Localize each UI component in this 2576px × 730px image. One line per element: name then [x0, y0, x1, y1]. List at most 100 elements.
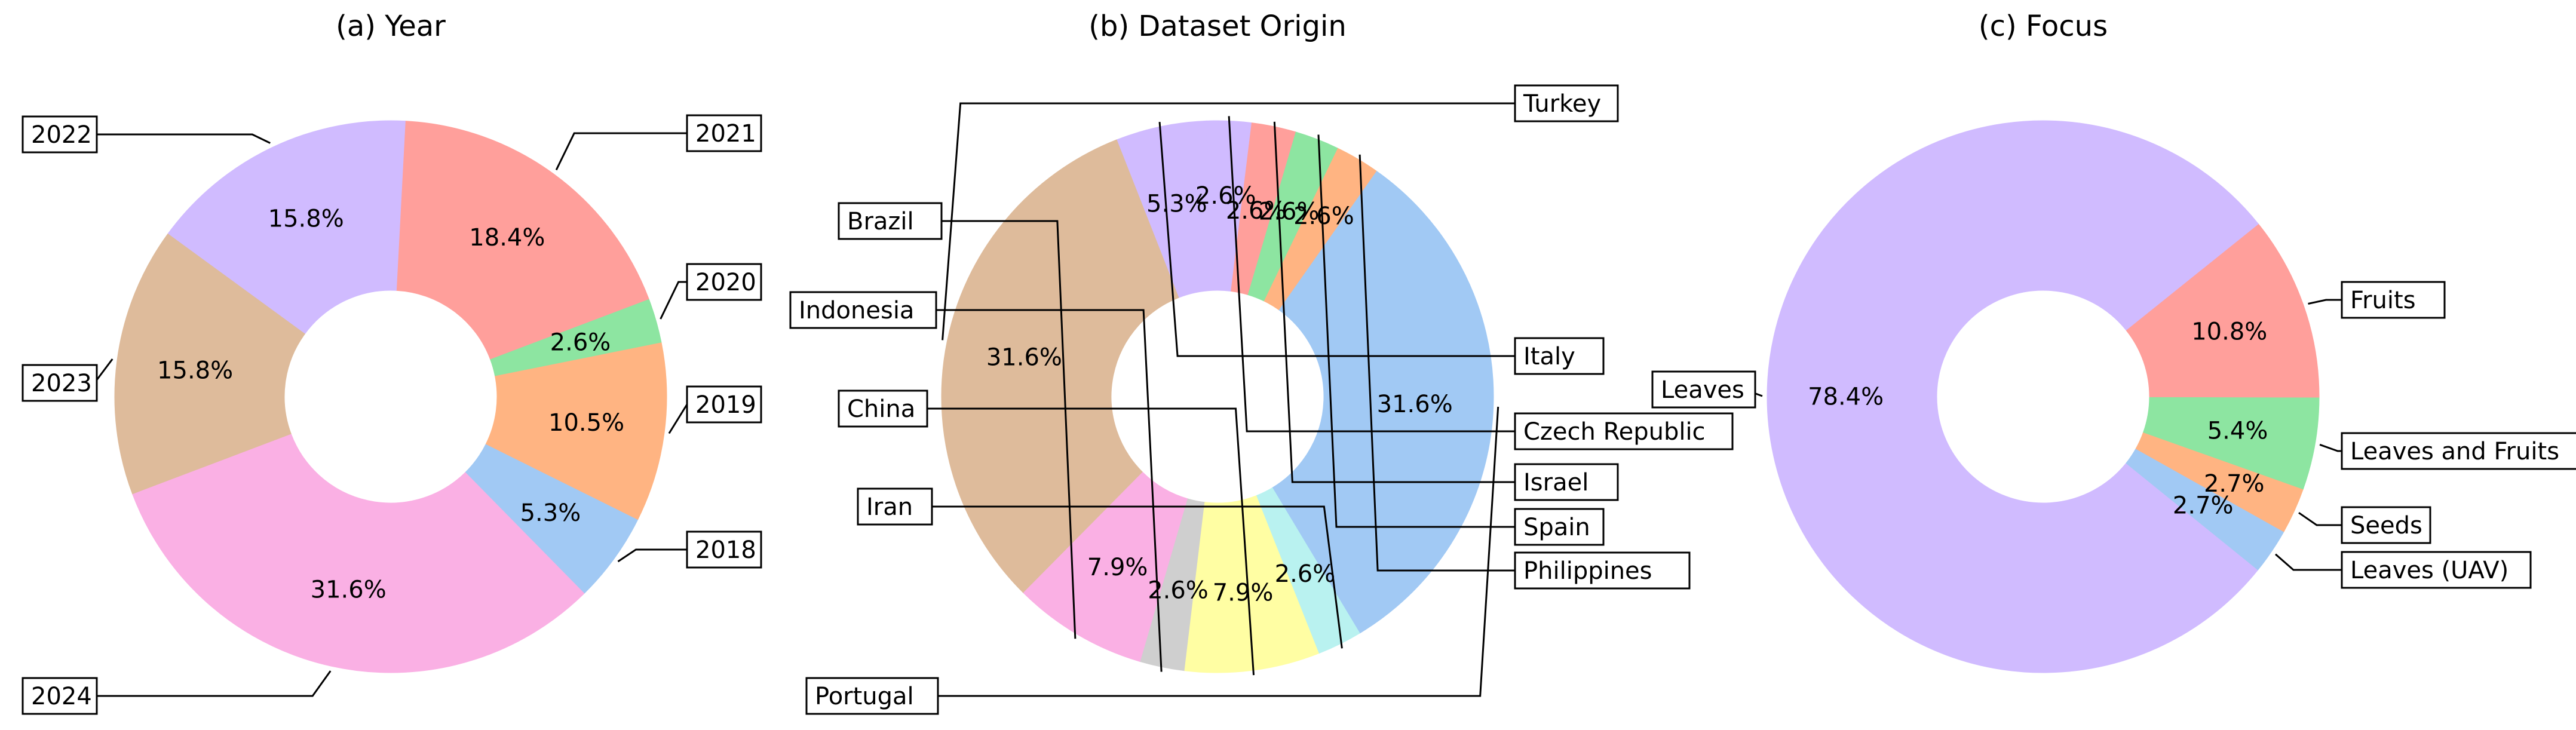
slice-percentage-label: 2.6%: [1275, 560, 1336, 588]
slice-percentage-label: 18.4%: [469, 224, 545, 251]
slice-label-box: [686, 114, 762, 152]
pie-labels: 31.6% Portugal 2.6% Philippines 2.6% Spain 2.6…: [789, 84, 1734, 715]
slice-category-label: Portugal: [815, 683, 914, 710]
slice-category-label: 2018: [695, 536, 756, 564]
slice-category-label: Leaves and Fruits: [2350, 438, 2559, 465]
slice-category-label: Philippines: [1523, 557, 1652, 585]
slice-category-label: Brazil: [847, 208, 914, 235]
slice-category-label: 2020: [695, 269, 756, 296]
slice-label-box: [22, 115, 98, 154]
leader-line: [936, 309, 1163, 672]
slice-label-box: [686, 263, 762, 301]
slice-percentage-label: 10.8%: [2191, 318, 2267, 346]
slice-category-label: Spain: [1523, 514, 1590, 541]
panel-year: (a) Year 5.3% 2018 10.5% 2019 2.6% 2020 18.4% 2…: [22, 10, 762, 715]
leader-line: [1158, 121, 1515, 357]
slice-category-label: Indonesia: [799, 297, 914, 324]
leader-line: [1317, 134, 1515, 528]
pie-slice-turkey: [941, 139, 1179, 594]
slice-label-box: [838, 202, 943, 240]
chart-title: (a) Year: [336, 10, 446, 43]
pie-labels: 2.7% Leaves (UAV) 2.7% Seeds 5.4% Leaves and …: [1651, 281, 2576, 589]
pie-slice-2021: [395, 121, 649, 360]
leader-line: [942, 102, 1515, 341]
pie-slice-2024: [132, 434, 585, 673]
pie-slice-2019: [485, 342, 667, 520]
slice-label-box: [1514, 551, 1691, 590]
slice-percentage-label: 31.6%: [986, 343, 1062, 371]
slice-percentage-label: 31.6%: [1377, 391, 1453, 418]
slice-label-box: [2341, 281, 2446, 319]
leader-line: [97, 670, 332, 697]
slice-percentage-label: 2.6%: [1259, 198, 1320, 226]
slice-percentage-label: 2.7%: [2173, 492, 2234, 520]
slice-label-box: [22, 364, 98, 402]
slice-category-label: Israel: [1523, 469, 1588, 496]
slice-label-box: [2341, 551, 2532, 589]
slice-percentage-label: 2.7%: [2204, 470, 2265, 498]
chart-title: (b) Dataset Origin: [1088, 10, 1346, 43]
slice-label-box: [22, 677, 98, 715]
leader-line: [617, 548, 687, 563]
slice-label-box: [1514, 463, 1619, 501]
pie-slice-brazil: [1023, 471, 1188, 662]
slice-percentage-label: 2.6%: [1293, 203, 1354, 230]
slice-percentage-label: 7.9%: [1213, 579, 1274, 607]
leader-line: [555, 132, 687, 171]
slice-category-label: Czech Republic: [1523, 418, 1706, 446]
slice-percentage-label: 15.8%: [268, 205, 344, 233]
panel-dataset-origin: (b) Dataset Origin 31.6% Portugal 2.6% Phil…: [789, 10, 1734, 715]
panel-focus: (c) Focus 2.7% Leaves (UAV) 2.7% Seeds 5.4% L…: [1651, 10, 2576, 673]
slice-percentage-label: 78.4%: [1808, 383, 1884, 410]
slice-category-label: Leaves: [1661, 376, 1744, 404]
slice-label-box: [2341, 506, 2431, 544]
leader-line: [2319, 443, 2342, 452]
pie-slice-2022: [167, 120, 406, 335]
slice-category-label: 2024: [31, 683, 92, 710]
slice-label-box: [686, 530, 762, 569]
slice-percentage-label: 15.8%: [157, 357, 233, 385]
slice-percentage-label: 31.6%: [311, 576, 387, 604]
slice-label-box: [789, 291, 937, 329]
slice-category-label: 2023: [31, 370, 92, 397]
slice-percentage-label: 5.4%: [2207, 417, 2268, 444]
pie-slices: [114, 120, 667, 673]
slice-category-label: Fruits: [2350, 287, 2416, 314]
leader-line: [97, 133, 271, 144]
slice-percentage-label: 5.3%: [520, 499, 581, 527]
pie-slices: [1767, 120, 2320, 673]
pie-slice-leaves: [1767, 120, 2259, 673]
pie-slice-iran: [1256, 487, 1360, 654]
pie-slices: [941, 120, 1494, 673]
leader-line: [938, 406, 1499, 697]
pie-slice-2023: [114, 233, 305, 495]
leader-line: [660, 281, 687, 320]
slice-percentage-label: 5.3%: [1146, 191, 1207, 218]
slice-label-box: [838, 389, 928, 428]
chart-title: (c) Focus: [1979, 10, 2108, 43]
slice-category-label: Leaves (UAV): [2350, 557, 2508, 584]
slice-percentage-label: 7.9%: [1087, 554, 1148, 581]
slice-category-label: China: [847, 395, 915, 423]
slice-label-box: [2341, 432, 2576, 470]
slice-percentage-label: 10.5%: [548, 409, 624, 437]
slice-label-box: [1514, 84, 1619, 122]
slice-category-label: Iran: [866, 493, 913, 521]
slice-percentage-label: 2.6%: [1226, 197, 1287, 225]
leader-line: [668, 403, 688, 434]
slice-percentage-label: 2.6%: [550, 329, 611, 357]
leader-line: [1273, 121, 1515, 483]
leader-line: [1228, 116, 1515, 433]
slice-category-label: Turkey: [1523, 90, 1601, 118]
slice-percentage-label: 2.6%: [1195, 182, 1256, 210]
pie-slice-fruits: [2126, 223, 2320, 398]
leader-line: [942, 220, 1077, 639]
leader-line: [1358, 154, 1515, 572]
leader-line: [932, 505, 1343, 649]
slice-label-box: [805, 677, 939, 715]
slice-label-box: [686, 385, 762, 424]
slice-label-box: [857, 487, 933, 526]
slice-category-label: 2019: [695, 391, 756, 419]
slice-category-label: Seeds: [2350, 512, 2422, 539]
